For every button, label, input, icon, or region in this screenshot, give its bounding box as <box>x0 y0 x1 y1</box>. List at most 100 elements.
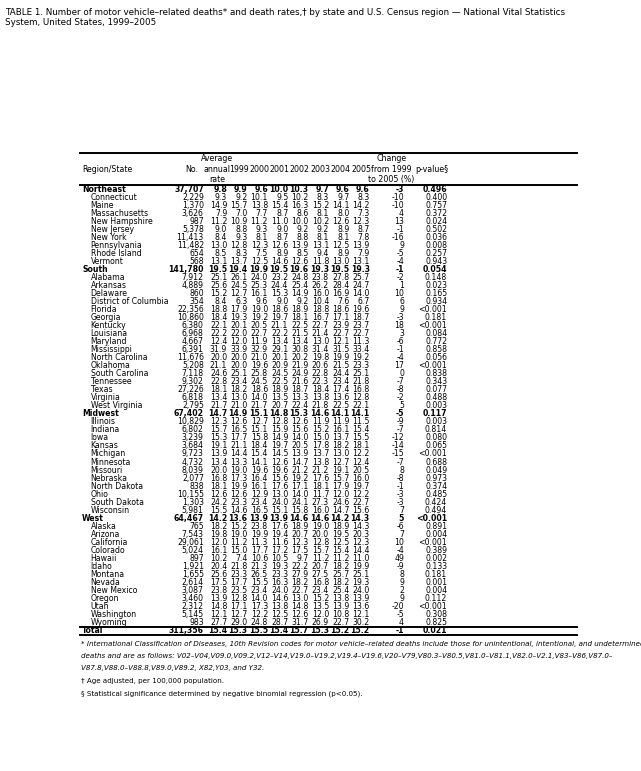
Text: -2: -2 <box>396 273 404 282</box>
Text: 12.1: 12.1 <box>210 610 227 619</box>
Text: 0.934: 0.934 <box>425 297 447 306</box>
Text: 11.2: 11.2 <box>332 554 349 563</box>
Text: Change
from 1999
to 2005 (%): Change from 1999 to 2005 (%) <box>368 154 414 184</box>
Text: 7.7: 7.7 <box>256 209 268 217</box>
Text: Maryland: Maryland <box>90 337 127 346</box>
Text: -20: -20 <box>392 602 404 611</box>
Text: 7: 7 <box>399 530 404 539</box>
Text: 10,155: 10,155 <box>177 490 204 499</box>
Text: 15.9: 15.9 <box>271 426 288 434</box>
Text: Michigan: Michigan <box>90 449 126 459</box>
Text: 8.9: 8.9 <box>337 225 349 234</box>
Text: 15.4: 15.4 <box>269 626 288 635</box>
Text: 5,378: 5,378 <box>182 225 204 234</box>
Text: 17.2: 17.2 <box>271 546 288 555</box>
Text: 22.7: 22.7 <box>251 329 268 338</box>
Text: 17.7: 17.7 <box>230 578 247 587</box>
Text: <0.001: <0.001 <box>416 513 447 523</box>
Text: 20.9: 20.9 <box>271 361 288 370</box>
Text: 9: 9 <box>399 241 404 250</box>
Text: <0.001: <0.001 <box>419 537 447 547</box>
Text: 12.6: 12.6 <box>292 257 308 266</box>
Text: 22.2: 22.2 <box>292 562 308 571</box>
Text: 23.4: 23.4 <box>312 586 329 595</box>
Text: -1: -1 <box>396 482 404 490</box>
Text: 24.9: 24.9 <box>292 369 308 379</box>
Text: 0.023: 0.023 <box>425 281 447 290</box>
Text: 11,676: 11,676 <box>177 353 204 362</box>
Text: 311,356: 311,356 <box>169 626 204 635</box>
Text: 18.8: 18.8 <box>312 305 329 314</box>
Text: 9.2: 9.2 <box>317 225 329 234</box>
Text: 24.5: 24.5 <box>230 281 247 290</box>
Text: 14.9: 14.9 <box>210 200 227 210</box>
Text: 8.1: 8.1 <box>317 209 329 217</box>
Text: 23.4: 23.4 <box>332 377 349 386</box>
Text: 33.9: 33.9 <box>230 345 247 354</box>
Text: 13.4: 13.4 <box>291 337 308 346</box>
Text: 0.257: 0.257 <box>425 249 447 258</box>
Text: 22.7: 22.7 <box>353 329 370 338</box>
Text: 10.0: 10.0 <box>292 217 308 226</box>
Text: 8.3: 8.3 <box>358 193 370 202</box>
Text: 15.6: 15.6 <box>292 426 308 434</box>
Text: 22.7: 22.7 <box>332 618 349 627</box>
Text: 23.8: 23.8 <box>251 522 268 530</box>
Text: 20.5: 20.5 <box>251 321 268 330</box>
Text: 13.0: 13.0 <box>332 257 349 266</box>
Text: 0.004: 0.004 <box>425 586 447 595</box>
Text: 12.8: 12.8 <box>230 594 247 603</box>
Text: 31.5: 31.5 <box>332 345 349 354</box>
Text: No.: No. <box>185 164 198 173</box>
Text: 29.1: 29.1 <box>271 345 288 354</box>
Text: 15.1: 15.1 <box>271 506 288 515</box>
Text: -8: -8 <box>396 473 404 483</box>
Text: 0.001: 0.001 <box>425 578 447 587</box>
Text: 15.2: 15.2 <box>351 626 370 635</box>
Text: 20.0: 20.0 <box>312 530 329 539</box>
Text: Delaware: Delaware <box>90 289 128 298</box>
Text: 9.5: 9.5 <box>276 193 288 202</box>
Text: 18.6: 18.6 <box>271 305 288 314</box>
Text: 21.7: 21.7 <box>210 402 227 410</box>
Text: 0.814: 0.814 <box>425 426 447 434</box>
Text: 3: 3 <box>399 329 404 338</box>
Text: 14.0: 14.0 <box>353 289 370 298</box>
Text: 22.7: 22.7 <box>353 497 370 507</box>
Text: 26.5: 26.5 <box>251 570 268 579</box>
Text: Ohio: Ohio <box>90 490 108 499</box>
Text: 15.3: 15.3 <box>310 626 329 635</box>
Text: 25.6: 25.6 <box>210 570 227 579</box>
Text: 13.9: 13.9 <box>269 513 288 523</box>
Text: 14.4: 14.4 <box>230 449 247 459</box>
Text: 10,860: 10,860 <box>177 313 204 322</box>
Text: 27.5: 27.5 <box>312 570 329 579</box>
Text: 24.8: 24.8 <box>251 618 268 627</box>
Text: 23.3: 23.3 <box>230 570 247 579</box>
Text: -6: -6 <box>396 337 404 346</box>
Text: 12.5: 12.5 <box>251 257 268 266</box>
Text: 2,077: 2,077 <box>182 473 204 483</box>
Text: 32.9: 32.9 <box>251 345 268 354</box>
Text: 19.0: 19.0 <box>230 466 247 474</box>
Text: 0.485: 0.485 <box>425 490 447 499</box>
Text: 11.0: 11.0 <box>271 217 288 226</box>
Text: deaths and are as follows: V02–V04,V09.0,V09.2,V12–V14,V19.0–V19.2,V19.4–V19.6,V: deaths and are as follows: V02–V04,V09.0… <box>81 653 612 659</box>
Text: 3,087: 3,087 <box>182 586 204 595</box>
Text: 13.9: 13.9 <box>353 241 370 250</box>
Text: 9.6: 9.6 <box>254 184 268 194</box>
Text: 13.8: 13.8 <box>271 602 288 611</box>
Text: 22.2: 22.2 <box>271 329 288 338</box>
Text: 15.3: 15.3 <box>229 626 247 635</box>
Text: 18.2: 18.2 <box>332 562 349 571</box>
Text: 22.2: 22.2 <box>210 329 227 338</box>
Text: 4: 4 <box>399 618 404 627</box>
Text: -3: -3 <box>396 313 404 322</box>
Text: 18.9: 18.9 <box>292 522 308 530</box>
Text: 18.2: 18.2 <box>230 386 247 394</box>
Text: 18.6: 18.6 <box>251 386 268 394</box>
Text: 5,208: 5,208 <box>182 361 204 370</box>
Text: 12.6: 12.6 <box>210 490 227 499</box>
Text: 12.8: 12.8 <box>312 537 329 547</box>
Text: 1,370: 1,370 <box>182 200 204 210</box>
